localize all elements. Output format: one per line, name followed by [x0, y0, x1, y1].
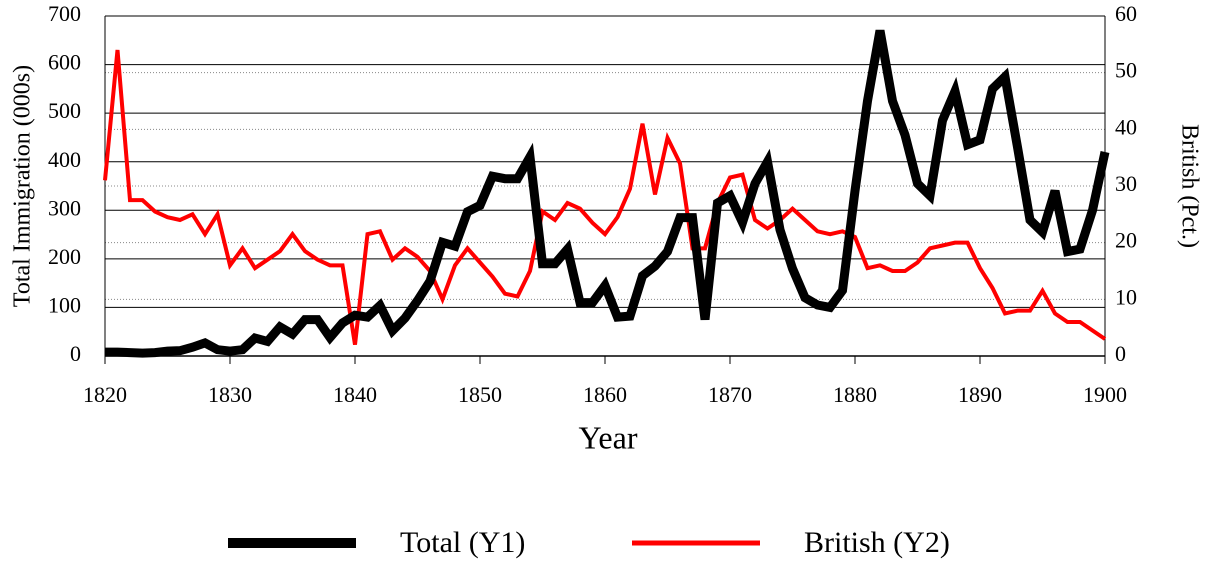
legend-label: British (Y2): [804, 526, 950, 559]
y-axis-label: Total Immigration (000s): [10, 65, 36, 307]
series-line: [105, 29, 1110, 358]
x-tick-label: 1850: [458, 382, 502, 407]
y-tick-label: 400: [48, 147, 81, 172]
x-tick-label: 1880: [833, 382, 877, 407]
y-tick-label: 300: [48, 195, 81, 220]
x-axis-label: Year: [579, 419, 638, 455]
y-tick-label: 100: [48, 292, 81, 317]
x-tick-label: 1840: [333, 382, 377, 407]
x-tick-label: 1830: [208, 382, 252, 407]
y2-tick-label: 0: [1115, 341, 1126, 366]
y-tick-label: 700: [48, 1, 81, 26]
y2-tick-label: 10: [1115, 284, 1137, 309]
x-tick-label: 1900: [1083, 382, 1127, 407]
y2-tick-label: 30: [1115, 171, 1137, 196]
y2-tick-label: 20: [1115, 228, 1137, 253]
y2-tick-label: 60: [1115, 1, 1137, 26]
x-tick-label: 1860: [583, 382, 627, 407]
y-tick-label: 500: [48, 98, 81, 123]
legend-label: Total (Y1): [400, 526, 525, 559]
x-tick-label: 1890: [958, 382, 1002, 407]
y-tick-label: 0: [70, 341, 81, 366]
y2-axis-label: British (Pct.): [1176, 124, 1202, 248]
series-line: [103, 49, 1107, 345]
y2-tick-label: 50: [1115, 58, 1137, 83]
x-tick-label: 1820: [83, 382, 127, 407]
y-tick-label: 200: [48, 244, 81, 269]
x-tick-label: 1870: [708, 382, 752, 407]
y2-tick-label: 40: [1115, 114, 1137, 139]
y-tick-label: 600: [48, 50, 81, 75]
